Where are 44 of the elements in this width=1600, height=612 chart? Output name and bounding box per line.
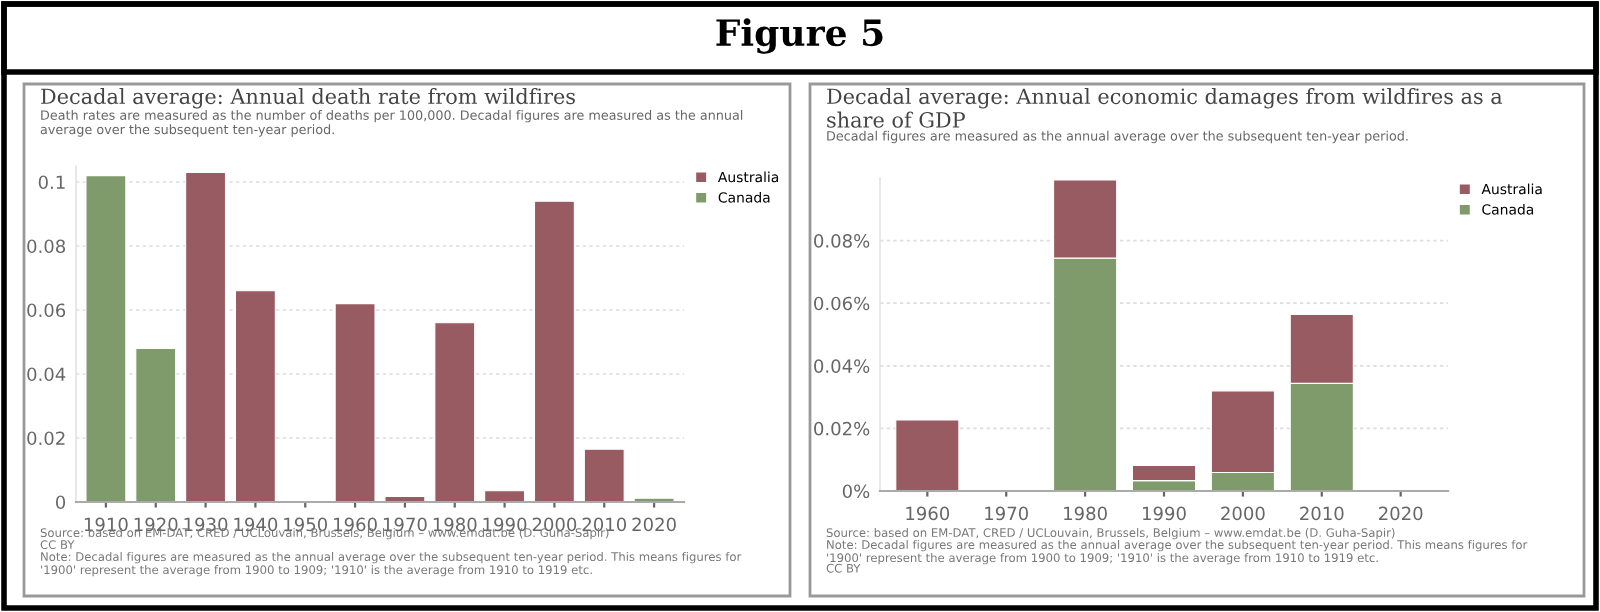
y-tick-label: 0.1: [38, 175, 65, 190]
y-tick-label: 0.06%: [814, 296, 870, 311]
x-tick-label: 2000: [532, 517, 577, 532]
x-tick-label: 1960: [906, 506, 950, 521]
bar: [334, 303, 376, 502]
y-tick-label: 0.02%: [814, 421, 870, 436]
y-tick-label: 0.04%: [814, 359, 870, 373]
y-tick-label: 0.02: [27, 431, 65, 446]
x-tick-label: 2020: [632, 517, 676, 532]
bar: [533, 200, 575, 502]
y-tick-label: 0: [55, 495, 66, 510]
y-tick-label: 0%: [842, 484, 870, 499]
bar: [434, 322, 476, 502]
bar: [135, 347, 177, 502]
x-tick-label: 1950: [284, 517, 328, 532]
bar: [895, 419, 960, 491]
x-tick-label: 1970: [383, 517, 427, 532]
bar: [583, 448, 625, 502]
x-tick-label: 1990: [483, 517, 527, 532]
x-tick-label: 1990: [1143, 506, 1186, 521]
chart-title: Decadal average: Annual economic damages from wildfires as a share of GDP: [827, 88, 1503, 128]
x-tick-label: 2020: [1379, 506, 1423, 521]
y-tick-label: 0.08%: [814, 234, 870, 248]
y-tick-label: 0.06: [27, 303, 66, 318]
x-tick-label: 1970: [985, 506, 1028, 521]
x-tick-label: 1910: [84, 517, 128, 532]
bar: [85, 175, 127, 502]
x-tick-label: 2010: [582, 517, 627, 532]
x-tick-label: 1940: [234, 517, 278, 532]
caption: Figure 5: [716, 18, 883, 54]
chart-title: Decadal average: Annual death rate from wildfires: [41, 88, 575, 109]
x-tick-label: 2010: [1300, 506, 1344, 521]
x-tick-label: 1980: [433, 517, 477, 532]
y-tick-label: 0.08: [27, 239, 66, 254]
bar: [234, 290, 276, 502]
bar: [484, 490, 526, 502]
x-tick-label: 2000: [1221, 506, 1265, 521]
x-tick-label: 1960: [334, 517, 377, 532]
x-tick-label: 1930: [184, 517, 228, 532]
bar: [1131, 464, 1197, 482]
bar: [185, 171, 227, 502]
x-tick-label: 1920: [134, 517, 178, 532]
x-tick-label: 1980: [1064, 506, 1107, 521]
y-tick-label: 0.04: [27, 367, 66, 382]
